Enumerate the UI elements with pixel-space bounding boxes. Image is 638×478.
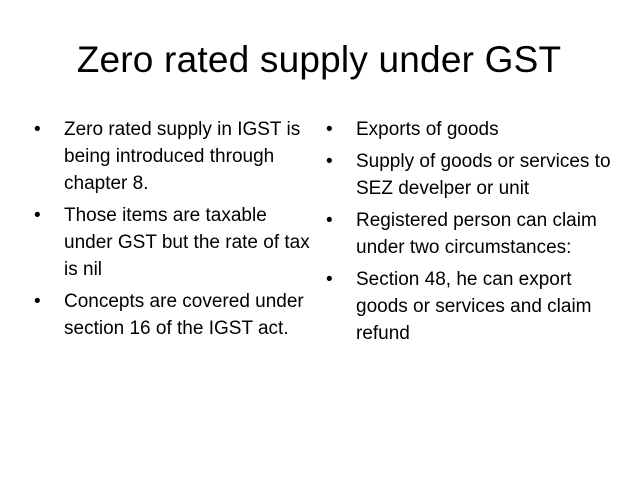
list-item-text: Supply of goods or services to SEZ devel… (356, 151, 611, 199)
list-item: • Concepts are covered under section 16 … (34, 288, 310, 342)
bullet-icon: • (326, 119, 333, 140)
bullet-icon: • (326, 269, 333, 290)
slide-title: Zero rated supply under GST (76, 39, 562, 80)
list-item: • Zero rated supply in IGST is being int… (34, 116, 310, 197)
list-item: • Those items are taxable under GST but … (34, 202, 310, 283)
list-item-text: Those items are taxable under GST but th… (64, 205, 310, 280)
list-item-text: Zero rated supply in IGST is being intro… (64, 119, 301, 194)
list-item-text: Exports of goods (356, 119, 499, 140)
list-item: • Supply of goods or services to SEZ dev… (326, 148, 616, 202)
list-item: • Exports of goods (326, 116, 616, 143)
list-item: • Section 48, he can export goods or ser… (326, 266, 616, 347)
list-item: • Registered person can claim under two … (326, 207, 616, 261)
bullet-icon: • (34, 291, 41, 312)
list-item-text: Registered person can claim under two ci… (356, 210, 597, 258)
left-bullet-list: • Zero rated supply in IGST is being int… (34, 116, 310, 347)
right-bullet-list: • Exports of goods • Supply of goods or … (326, 116, 616, 352)
bullet-icon: • (34, 205, 41, 226)
bullet-icon: • (34, 119, 41, 140)
bullet-icon: • (326, 210, 333, 231)
bullet-icon: • (326, 151, 333, 172)
list-item-text: Concepts are covered under section 16 of… (64, 291, 304, 339)
list-item-text: Section 48, he can export goods or servi… (356, 269, 592, 344)
